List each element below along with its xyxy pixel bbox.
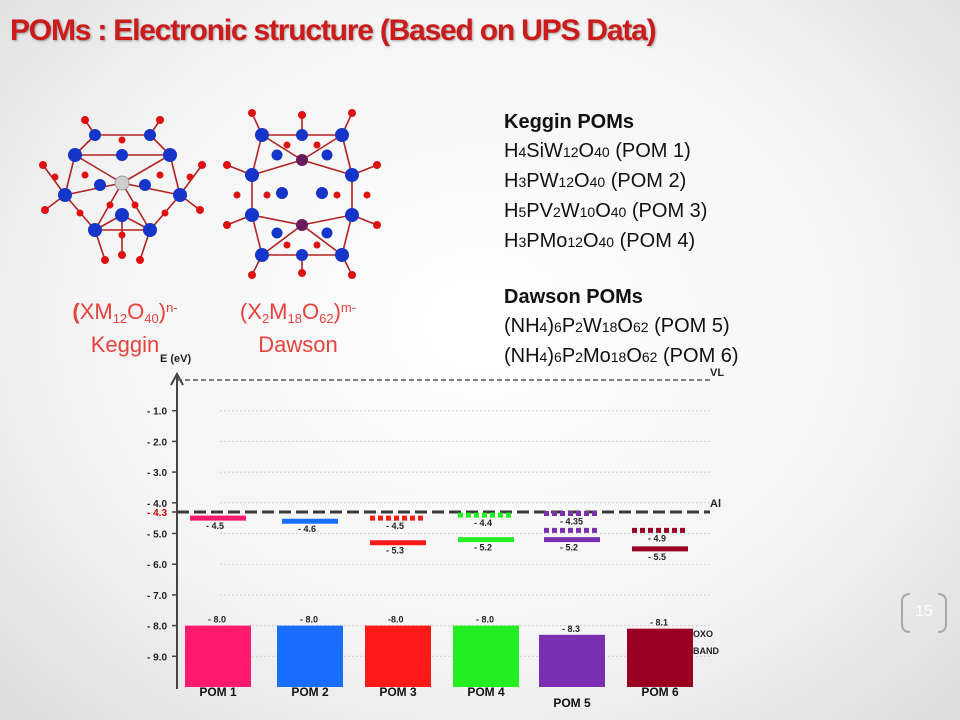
keggin-formula-label: (XM12O40)n- Keggin (50, 295, 200, 358)
y-tick-label: - 6.0 (147, 560, 167, 571)
oxo-band-value-label: - 8.3 (562, 624, 580, 634)
slide-title: POMs : Electronic structure (Based on UP… (10, 14, 657, 47)
dawson-formula-label: (X2M18O62)m- Dawson (218, 295, 378, 358)
oxo-band-label: BAND (693, 646, 719, 656)
y-axis-label: E (eV) (160, 353, 192, 365)
formula-item: (NH4)6P2W18O62 (POM 5) (504, 315, 730, 337)
oxo-band-value-label: -8.0 (388, 615, 404, 625)
oxo-band-value-label: - 8.1 (650, 618, 668, 628)
energy-level-label: - 5.2 (560, 543, 578, 553)
y-tick-label: - 9.0 (147, 652, 167, 663)
y-tick-label: - 4.3 (147, 508, 167, 519)
formula-item: H4SiW12O40 (POM 1) (504, 140, 691, 162)
category-label: POM 2 (291, 685, 329, 699)
keggin-structure-image (39, 116, 206, 264)
formula-item: (NH4)6P2Mo18O62 (POM 6) (504, 345, 739, 367)
energy-level-label: - 4.4 (474, 518, 492, 528)
formula-item: H3PMo12O40 (POM 4) (504, 230, 696, 252)
y-tick-label: - 7.0 (147, 591, 167, 602)
oxo-band-bar (627, 628, 693, 687)
energy-level-label: - 5.2 (474, 543, 492, 553)
keggin-heading: Keggin POMs (504, 111, 635, 133)
oxo-band-label: OXO (693, 629, 713, 639)
dawson-structure-image (223, 109, 381, 279)
y-tick-label: - 4.0 (147, 499, 167, 510)
page-number-badge (901, 593, 947, 633)
dawson-heading: Dawson POMs (504, 286, 643, 308)
dawson-name: Dawson (258, 332, 338, 357)
oxo-band-bar (365, 625, 431, 687)
y-tick-label: - 5.0 (147, 530, 167, 541)
energy-level-label: - 5.5 (648, 552, 666, 562)
energy-level-label: - 4.9 (648, 533, 666, 543)
keggin-list: H4SiW12O40 (POM 1) H3PW12O40 (POM 2) H5PV2… (504, 137, 739, 257)
dawson-list: (NH4)6P2W18O62 (POM 5) (NH4)6P2Mo18O62 (P… (504, 312, 739, 372)
y-axis-arrow-icon (170, 371, 184, 386)
oxo-band-bar (453, 625, 519, 687)
y-tick-label: - 1.0 (147, 407, 167, 418)
y-tick-label: - 2.0 (147, 437, 167, 448)
oxo-band-bar (277, 625, 343, 687)
category-label: POM 3 (379, 685, 417, 699)
oxo-band-value-label: - 8.0 (208, 615, 226, 625)
oxo-band-bar (539, 634, 605, 687)
category-label: POM 4 (467, 685, 505, 699)
y-tick-label: - 8.0 (147, 622, 167, 633)
al-label: Al (710, 498, 721, 510)
category-label: POM 5 (553, 696, 591, 710)
energy-level-label: - 4.6 (298, 524, 316, 534)
formula-item: H5PV2W10O40 (POM 3) (504, 200, 708, 222)
y-tick-label: - 3.0 (147, 468, 167, 479)
energy-level-label: - 4.35 (560, 517, 583, 527)
keggin-name: Keggin (90, 332, 160, 357)
energy-level-label: - 4.5 (206, 521, 224, 531)
category-label: POM 1 (199, 685, 237, 699)
energy-level-label: - 5.3 (386, 546, 404, 556)
vl-label: VL (710, 367, 724, 379)
oxo-band-value-label: - 8.0 (300, 615, 318, 625)
oxo-band-value-label: - 8.0 (476, 615, 494, 625)
category-label: POM 6 (641, 685, 679, 699)
formula-item: H3PW12O40 (POM 2) (504, 170, 687, 192)
page-number: 15 (915, 603, 933, 620)
energy-level-label: - 4.5 (386, 521, 404, 531)
oxo-band-bar (185, 625, 251, 687)
compound-list: Keggin POMs H4SiW12O40 (POM 1) H3PW12O40 … (504, 108, 739, 372)
